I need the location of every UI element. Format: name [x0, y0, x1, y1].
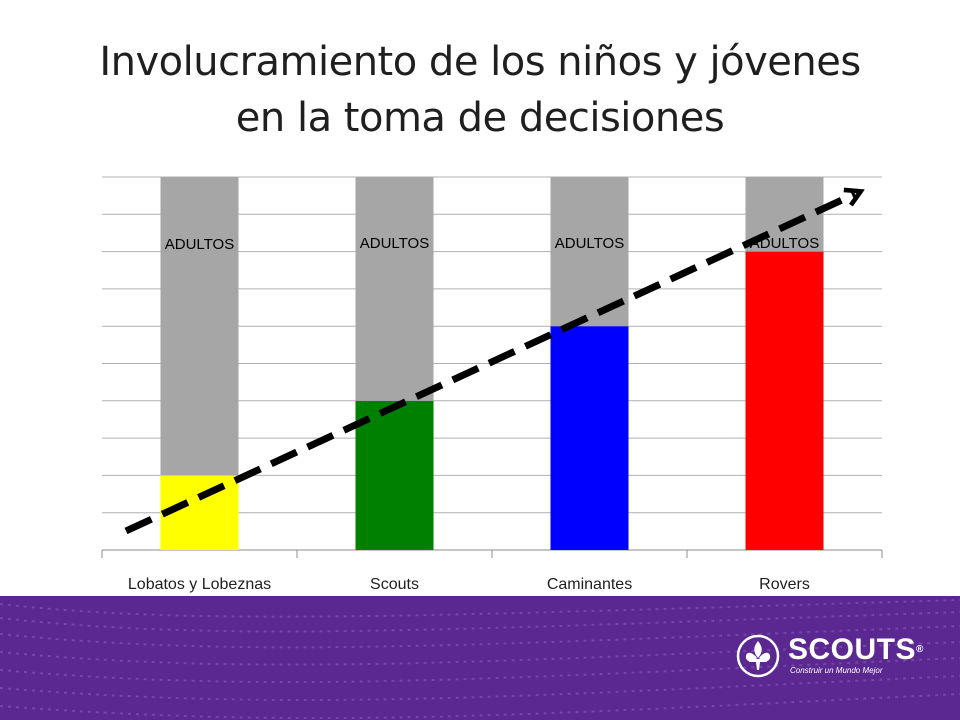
bar-label-adults-3: ADULTOS — [750, 235, 819, 252]
footer-wave-pattern — [0, 599, 960, 720]
x-tick-label-3: Rovers — [759, 576, 810, 593]
bar-label-adults-1: ADULTOS — [360, 235, 429, 252]
bar-adults-0 — [160, 177, 239, 476]
bar-label-adults-2: ADULTOS — [555, 235, 624, 252]
bar-label-adults-0: ADULTOS — [165, 236, 234, 253]
stacked-bar-chart: ADULTOS ADULTOS ADULTOS ADULTOS Lobatos y L… — [101, 176, 883, 593]
x-tick-label-2: Caminantes — [547, 576, 632, 593]
x-tick-label-0: Lobatos y Lobeznas — [128, 576, 271, 593]
bar-youth-1 — [355, 400, 434, 550]
bar-youth-3 — [745, 251, 824, 550]
x-axis: Lobatos y Lobeznas Scouts Caminantes Rovers — [101, 550, 883, 593]
bar-adults-1 — [355, 177, 434, 401]
trend-arrow — [124, 194, 855, 535]
title-line-1: Involucramiento de los niños y jóvenes — [99, 39, 861, 85]
bar-youth-2 — [550, 326, 629, 550]
bar-labels: ADULTOS ADULTOS ADULTOS ADULTOS — [165, 235, 819, 253]
brand-name: SCOUTS® — [788, 633, 924, 666]
x-tick-label-1: Scouts — [370, 576, 419, 593]
title-line-2: en la toma de decisiones — [235, 95, 725, 141]
scouts-logo: SCOUTS® Construir un Mundo Mejor — [736, 628, 936, 684]
fleur-de-lis-icon — [736, 634, 780, 678]
brand-tagline: Construir un Mundo Mejor — [790, 666, 883, 675]
footer-band — [0, 596, 960, 720]
slide-title: Involucramiento de los niños y jóvenes e… — [0, 34, 960, 146]
